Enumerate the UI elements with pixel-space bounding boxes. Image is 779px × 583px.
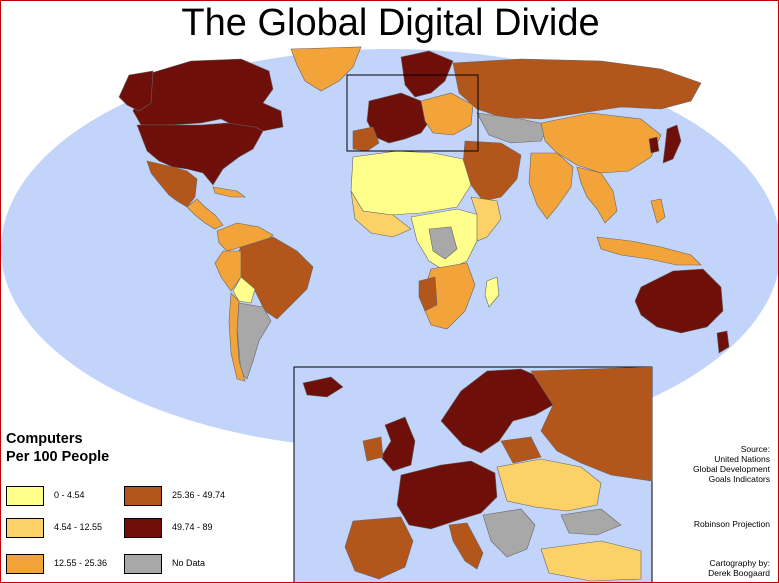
bolivia (232, 276, 256, 304)
inset-eastern-europe (496, 458, 602, 512)
namibia (418, 276, 438, 312)
legend-item-2: 12.55 - 25.36 (6, 554, 116, 576)
philippines (650, 198, 666, 224)
korea (648, 136, 660, 154)
legend-swatch (6, 486, 44, 506)
inset-uk (380, 416, 416, 472)
japan (662, 124, 682, 164)
legend-swatch (124, 486, 162, 506)
new-zealand (716, 330, 730, 354)
north-africa (350, 150, 472, 216)
legend-swatch (124, 554, 162, 574)
madagascar (484, 276, 500, 308)
inset-italy (448, 522, 484, 570)
congo (428, 226, 458, 260)
legend-label: No Data (172, 558, 206, 568)
legend-label: 49.74 - 89 (172, 522, 213, 532)
greenland (290, 46, 362, 92)
russia (452, 58, 702, 120)
legend-swatch (6, 518, 44, 538)
inset-iceland (302, 376, 344, 398)
central-asia (476, 112, 550, 144)
caribbean (212, 186, 246, 198)
inset-balkans (482, 508, 536, 558)
southeast-asia (576, 166, 618, 224)
legend-label: 4.54 - 12.55 (54, 522, 103, 532)
scandinavia (400, 50, 454, 98)
legend-label: 0 - 4.54 (54, 490, 85, 500)
legend-label: 12.55 - 25.36 (54, 558, 108, 568)
map-title: The Global Digital Divide (181, 2, 600, 44)
legend-title-line2: Per 100 People (6, 449, 110, 465)
cartography-credit: Cartography by: Derek Boogaard (708, 558, 770, 578)
inset-ukraine-region (560, 508, 622, 536)
inset-baltics (500, 436, 542, 464)
argentina (236, 302, 272, 380)
china (540, 112, 662, 174)
source-credit: Source: United Nations Global Developmen… (693, 444, 770, 484)
inset-western-europe (396, 460, 498, 530)
inset-scandinavia (440, 368, 554, 454)
east-africa (470, 196, 502, 242)
eastern-europe (420, 92, 474, 136)
chile (228, 292, 246, 382)
iberia (352, 126, 380, 152)
inset-locator (346, 74, 479, 152)
india (528, 152, 574, 220)
legend-item-1: 4.54 - 12.55 (6, 518, 116, 540)
inset-ireland (362, 436, 384, 462)
source-line: Source: (740, 444, 770, 454)
source-line: Goals Indicators (708, 474, 770, 484)
cartography-line: Cartography by: (709, 558, 770, 568)
legend-swatch (124, 518, 162, 538)
canada (132, 58, 284, 132)
peru (214, 250, 242, 292)
usa (136, 122, 264, 186)
cartography-line: Derek Boogaard (708, 568, 770, 578)
legend-swatch (6, 554, 44, 574)
legend-label: 25.36 - 49.74 (172, 490, 226, 500)
source-line: United Nations (714, 454, 770, 464)
inset-turkey (540, 540, 642, 582)
indonesia (596, 236, 702, 266)
australia (634, 268, 724, 334)
legend-title: Computers Per 100 People (6, 430, 109, 466)
legend-item-5: No Data (124, 554, 254, 576)
projection-credit: Robinson Projection (693, 519, 770, 529)
alaska (118, 70, 154, 112)
legend-item-4: 49.74 - 89 (124, 518, 254, 540)
legend-title-line1: Computers (6, 431, 83, 447)
central-america (186, 198, 224, 230)
legend-item-3: 25.36 - 49.74 (124, 486, 254, 508)
legend-item-0: 0 - 4.54 (6, 486, 116, 508)
source-line: Global Development (692, 464, 770, 474)
inset-russia (530, 366, 653, 482)
west-africa (350, 190, 412, 238)
inset-iberia (344, 516, 414, 580)
